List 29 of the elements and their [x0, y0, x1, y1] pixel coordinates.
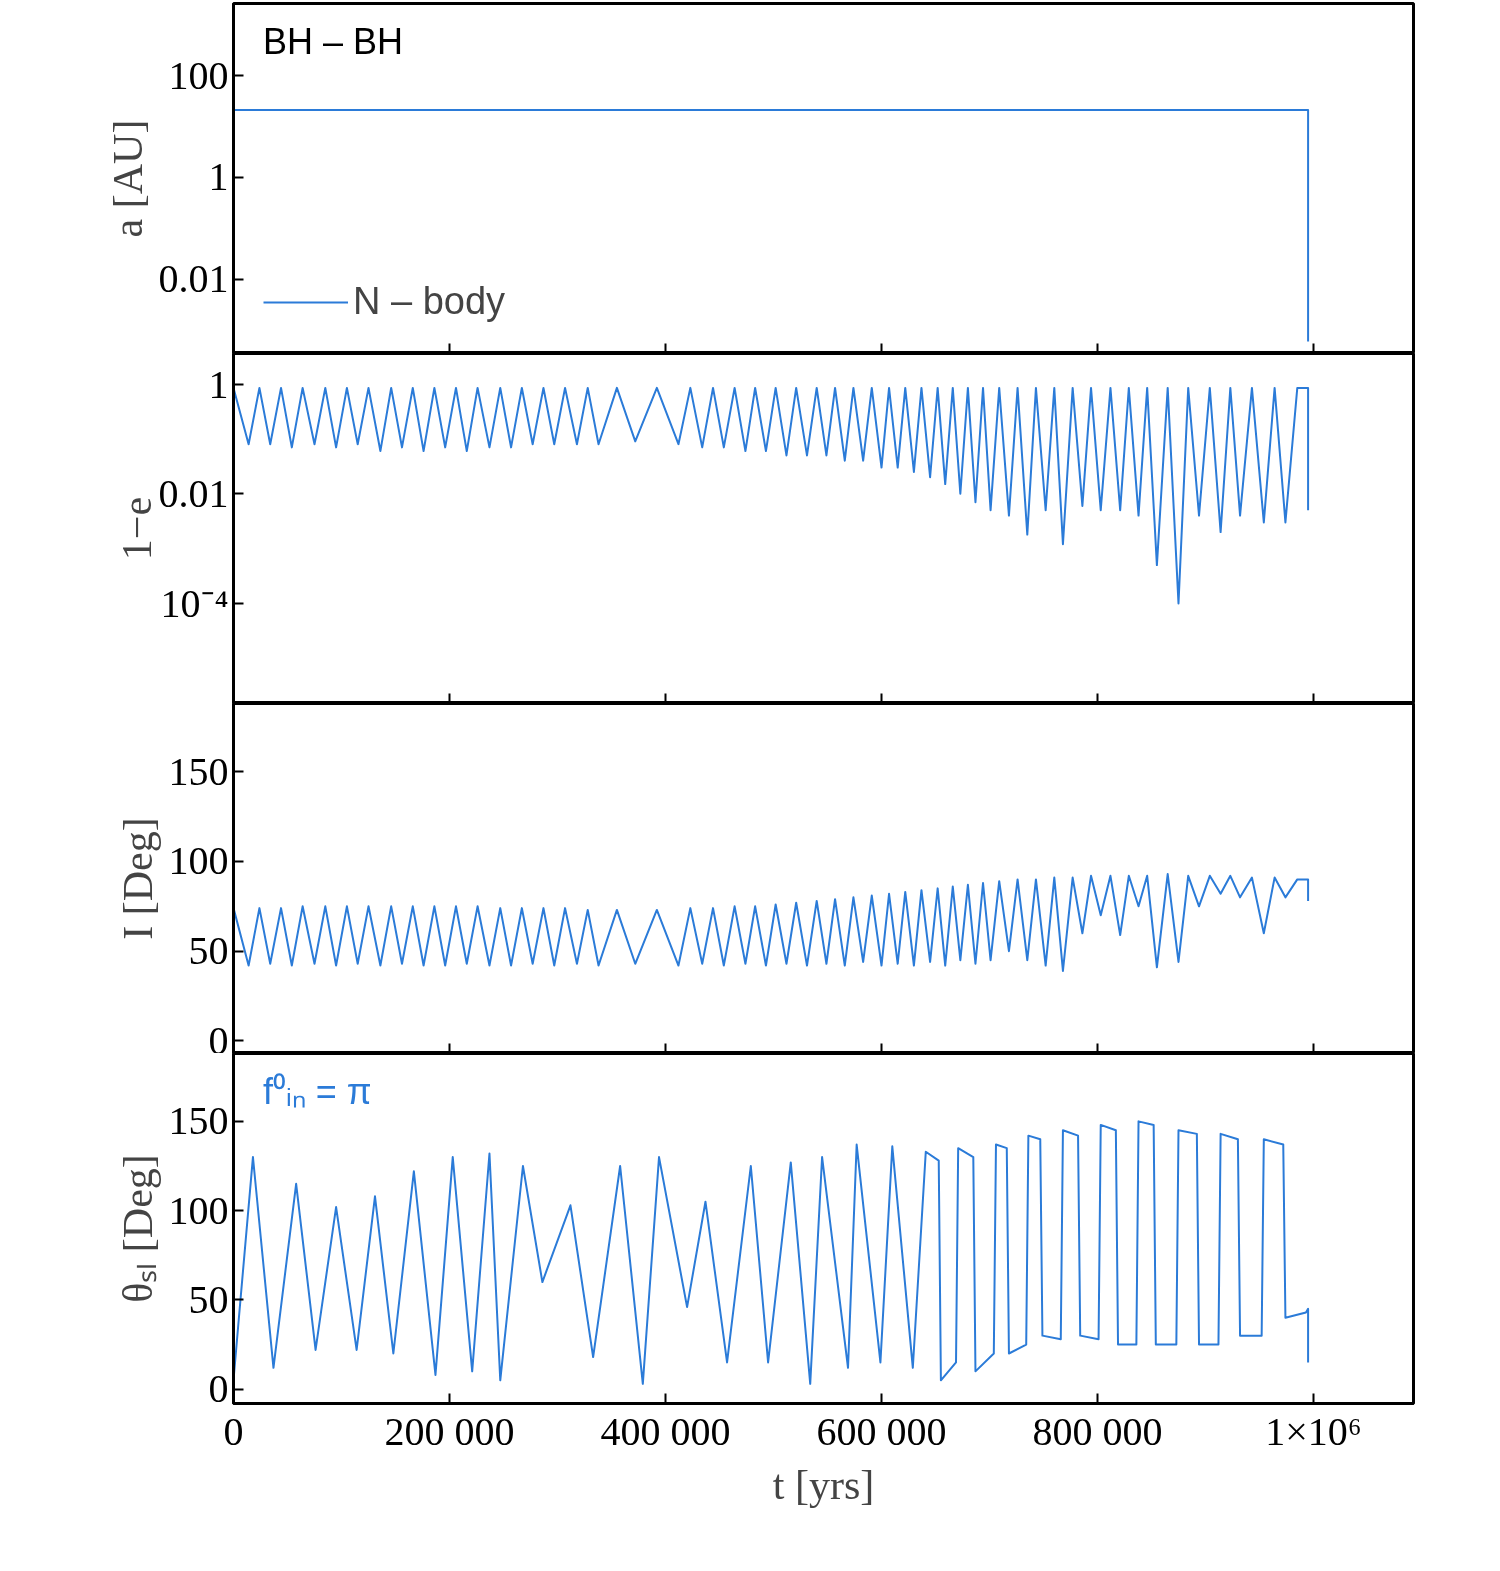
y-tick-label: 1	[208, 361, 229, 407]
y-tick-label: 0	[208, 1366, 229, 1412]
y-tick-label: 50	[188, 928, 229, 974]
annotation: f⁰ᵢₙ = π	[263, 1071, 372, 1112]
y-tick-label: 10⁻⁴	[160, 580, 229, 626]
y-tick-label: 100	[168, 52, 229, 98]
y-tick-label: 50	[188, 1276, 229, 1322]
line-series	[233, 873, 1310, 972]
x-tick-label: 400 000	[600, 1408, 731, 1454]
x-tick-label: 1×10⁶	[1265, 1408, 1362, 1454]
y-tick-label: 0.01	[158, 256, 229, 302]
y-tick-label: 100	[168, 838, 229, 884]
x-tick-label: 600 000	[816, 1408, 947, 1454]
y-axis-title: a [AU]	[104, 119, 151, 238]
y-axis-title: I [Deg]	[114, 817, 161, 940]
x-tick-label: 800 000	[1032, 1408, 1163, 1454]
y-axis-title: θₛₗ [Deg]	[114, 1154, 161, 1303]
y-tick-label: 150	[168, 748, 229, 794]
legend-label: N – body	[353, 280, 506, 323]
y-axis-title: 1−e	[113, 496, 160, 561]
x-tick-label: 200 000	[384, 1408, 515, 1454]
y-tick-label: 0.01	[158, 471, 229, 517]
y-tick-label: 1	[208, 154, 229, 200]
annotation: BH – BH	[263, 21, 404, 62]
line-series	[233, 1120, 1310, 1385]
y-tick-label: 150	[168, 1098, 229, 1144]
y-tick-label: 100	[168, 1187, 229, 1233]
x-axis-title: t [yrs]	[772, 1461, 875, 1508]
line-series	[233, 386, 1310, 605]
